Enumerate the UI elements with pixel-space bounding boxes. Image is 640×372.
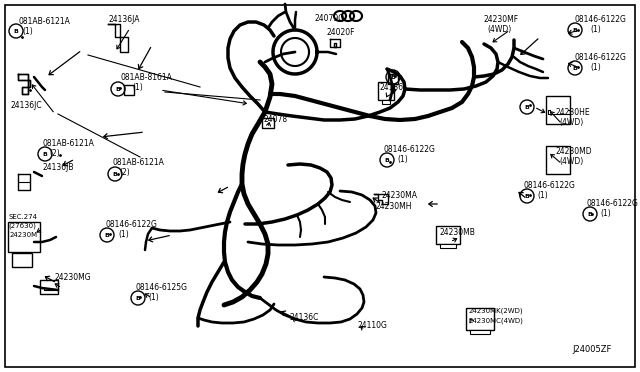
Text: 24079Q: 24079Q xyxy=(315,14,345,23)
Text: (1): (1) xyxy=(590,63,601,72)
Bar xyxy=(8,222,40,252)
Text: (2): (2) xyxy=(119,168,130,177)
Polygon shape xyxy=(374,194,388,204)
Text: 24230HE: 24230HE xyxy=(556,108,591,117)
Text: 24136JA: 24136JA xyxy=(108,15,140,24)
Text: 08146-6122G: 08146-6122G xyxy=(105,220,157,229)
Bar xyxy=(124,85,134,95)
Text: 24230MB: 24230MB xyxy=(440,228,476,237)
Bar xyxy=(40,280,58,294)
Text: 24230MD: 24230MD xyxy=(556,147,593,156)
Text: 24230MG: 24230MG xyxy=(54,273,91,282)
Bar xyxy=(12,253,32,267)
Text: 08146-6122G: 08146-6122G xyxy=(384,145,436,154)
Text: B: B xyxy=(525,193,529,199)
Text: B: B xyxy=(13,29,19,33)
Text: 24230MK(2WD): 24230MK(2WD) xyxy=(469,308,524,314)
Text: (4WD): (4WD) xyxy=(559,157,583,166)
Text: 081AB-6121A: 081AB-6121A xyxy=(18,17,70,26)
Text: 24230M: 24230M xyxy=(10,232,38,238)
Text: J24005ZF: J24005ZF xyxy=(572,345,611,354)
Text: B: B xyxy=(588,212,593,217)
Text: 08146-6122G: 08146-6122G xyxy=(587,199,639,208)
Text: 24230MC(4WD): 24230MC(4WD) xyxy=(469,317,524,324)
Text: (1): (1) xyxy=(132,83,143,92)
Text: (4WD): (4WD) xyxy=(559,118,583,127)
Text: 24230MF: 24230MF xyxy=(484,15,519,24)
Polygon shape xyxy=(18,74,30,94)
Text: (1): (1) xyxy=(397,155,408,164)
Bar xyxy=(546,96,570,124)
Text: (1): (1) xyxy=(22,27,33,36)
Text: 08146-6122G: 08146-6122G xyxy=(575,15,627,24)
Text: (1): (1) xyxy=(148,293,159,302)
Text: B: B xyxy=(390,74,396,80)
Bar xyxy=(440,244,456,248)
Bar xyxy=(378,82,394,100)
Text: B: B xyxy=(136,295,140,301)
Text: 08146-6125G: 08146-6125G xyxy=(135,283,187,292)
Text: 08146-6122G: 08146-6122G xyxy=(524,181,576,190)
Text: 081AB-8161A: 081AB-8161A xyxy=(120,73,172,82)
Text: (2): (2) xyxy=(49,149,60,158)
Text: 081AB-6121A: 081AB-6121A xyxy=(42,139,94,148)
Text: B: B xyxy=(573,28,577,32)
Text: (1): (1) xyxy=(600,209,611,218)
Bar xyxy=(466,308,494,330)
Text: 24136C: 24136C xyxy=(290,313,319,322)
Text: 24020F: 24020F xyxy=(327,28,355,37)
Text: (1): (1) xyxy=(590,25,601,34)
Text: B: B xyxy=(104,232,109,237)
Text: 08146-6122G: 08146-6122G xyxy=(575,53,627,62)
Text: B: B xyxy=(385,157,389,163)
Text: (4WD): (4WD) xyxy=(487,25,511,34)
Text: B: B xyxy=(43,151,47,157)
Bar xyxy=(546,146,570,174)
Bar xyxy=(436,226,460,244)
Text: SEC.274: SEC.274 xyxy=(8,214,37,220)
Text: 24136JB: 24136JB xyxy=(42,163,74,172)
Text: B: B xyxy=(113,171,117,176)
Text: 24230MH: 24230MH xyxy=(376,202,413,211)
Text: (1): (1) xyxy=(537,191,548,200)
Text: (27630): (27630) xyxy=(8,222,36,229)
Text: 24110G: 24110G xyxy=(358,321,388,330)
Bar xyxy=(382,100,390,104)
Text: 24230MA: 24230MA xyxy=(382,191,418,200)
Polygon shape xyxy=(108,24,128,52)
Text: B: B xyxy=(573,65,577,71)
Text: (1): (1) xyxy=(118,230,129,239)
Text: B: B xyxy=(525,105,529,109)
Bar xyxy=(470,330,490,334)
Text: 081AB-6121A: 081AB-6121A xyxy=(112,158,164,167)
Text: 24136JC: 24136JC xyxy=(10,101,42,110)
Text: 24078: 24078 xyxy=(264,115,288,124)
Text: B: B xyxy=(116,87,120,92)
Bar xyxy=(388,74,398,84)
Bar xyxy=(262,118,274,128)
Text: 24136L: 24136L xyxy=(380,83,408,92)
